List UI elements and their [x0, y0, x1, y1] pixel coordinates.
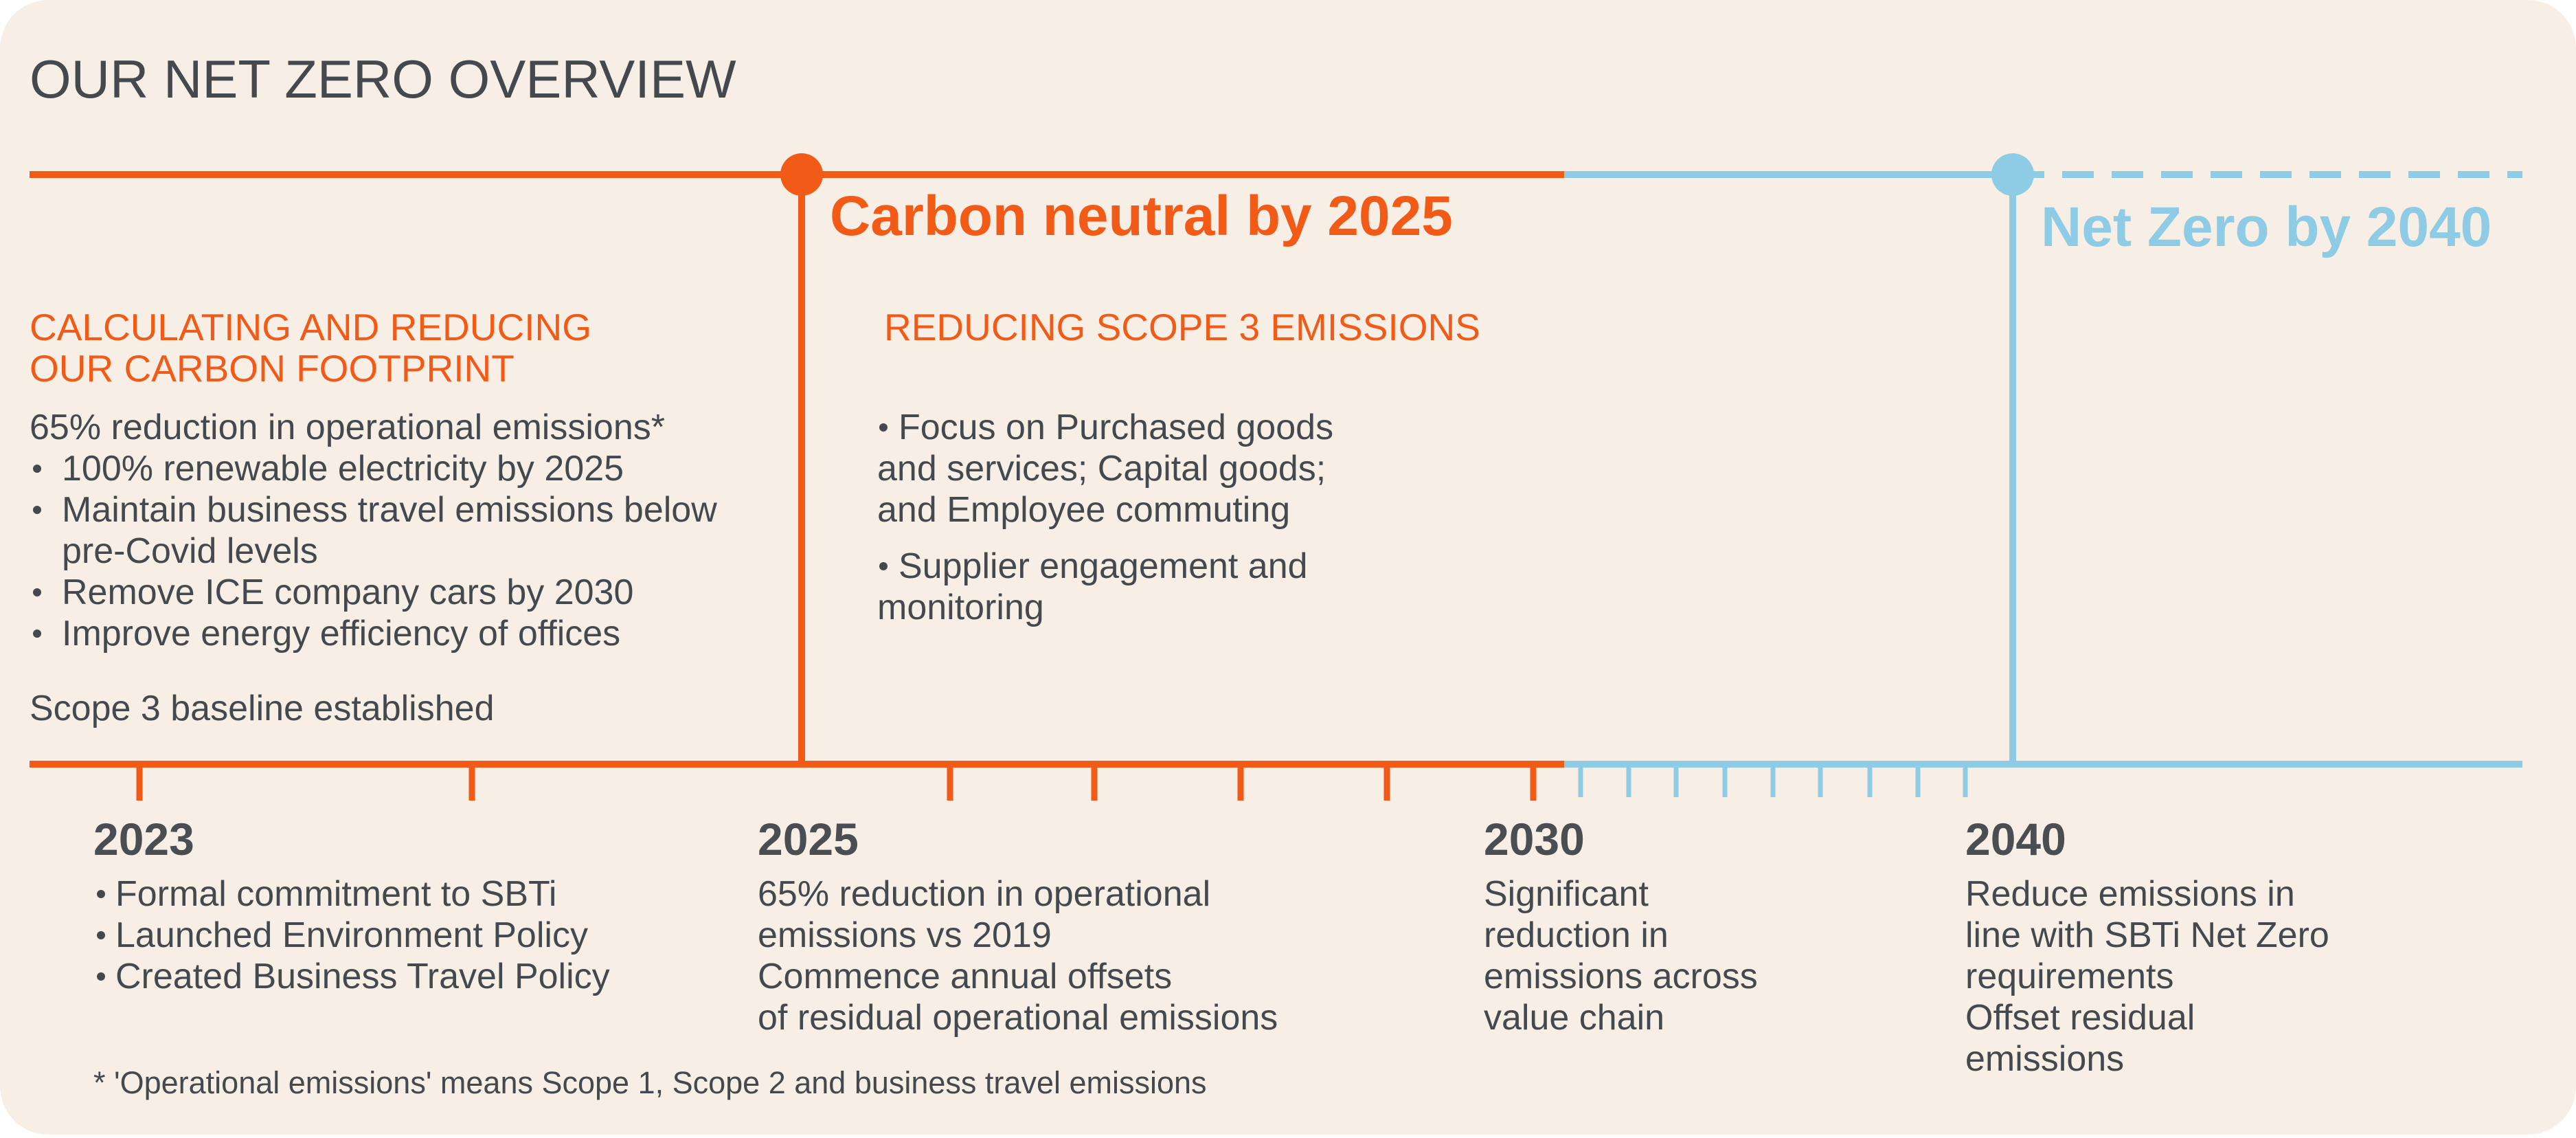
bullet-text: pre-Covid levels — [62, 531, 318, 571]
year-label: 2023 — [93, 814, 194, 864]
panel-note: Scope 3 baseline established — [30, 689, 494, 728]
bullet-text: and services; Capital goods; — [877, 449, 1326, 489]
year-label: 2030 — [1484, 814, 1585, 864]
milestone-dot — [1991, 153, 2034, 196]
bullet-text: Created Business Travel Policy — [115, 957, 610, 996]
panel-heading: CALCULATING AND REDUCING — [30, 306, 591, 348]
content: OUR NET ZERO OVERVIEW Carbon neutral by 2… — [30, 49, 2492, 1100]
bullet-text: 100% renewable electricity by 2025 — [62, 449, 624, 489]
note-line: 65% reduction in operational — [758, 874, 1210, 914]
bullet — [33, 629, 41, 638]
year-label: 2025 — [758, 814, 859, 864]
bullet-text: Formal commitment to SBTi — [115, 874, 556, 914]
bullet-text: Launched Environment Policy — [115, 915, 588, 955]
year-label: 2040 — [1965, 814, 2066, 864]
note-line: of residual operational emissions — [758, 998, 1278, 1038]
bullet — [33, 506, 41, 514]
note-line: Significant — [1484, 874, 1649, 914]
note-line: emissions vs 2019 — [758, 915, 1052, 955]
note-line: requirements — [1965, 957, 2173, 996]
panel-heading: OUR CARBON FOOTPRINT — [30, 347, 515, 390]
panel-intro: 65% reduction in operational emissions* — [30, 408, 665, 447]
note-line: Offset residual — [1965, 998, 2195, 1038]
bullet — [97, 931, 105, 939]
bullet-text: Remove ICE company cars by 2030 — [62, 572, 633, 612]
note-line: emissions — [1965, 1039, 2124, 1079]
note-line: emissions across — [1484, 957, 1758, 996]
bullet-text: Focus on Purchased goods — [899, 408, 1333, 447]
panel-heading: REDUCING SCOPE 3 EMISSIONS — [884, 306, 1480, 348]
milestone-dot — [780, 153, 823, 196]
bullet-text: and Employee commuting — [877, 490, 1290, 530]
bullet — [33, 588, 41, 596]
footnote: * 'Operational emissions' means Scope 1,… — [93, 1065, 1207, 1100]
bullet — [879, 423, 888, 432]
bullet-text: Maintain business travel emissions below — [62, 490, 717, 530]
title: OUR NET ZERO OVERVIEW — [30, 49, 736, 109]
milestone-label: Carbon neutral by 2025 — [830, 185, 1453, 247]
bullet — [33, 465, 41, 473]
bullet — [879, 562, 888, 570]
note-line: reduction in — [1484, 915, 1669, 955]
bullet-text: Improve energy efficiency of offices — [62, 614, 620, 654]
bullet — [97, 972, 105, 981]
bullet — [97, 890, 105, 898]
milestone-label: Net Zero by 2040 — [2041, 196, 2492, 258]
ticks — [136, 764, 1968, 801]
note-line: Reduce emissions in — [1965, 874, 2295, 914]
note-line: value chain — [1484, 998, 1664, 1038]
note-line: line with SBTi Net Zero — [1965, 915, 2329, 955]
bullet-text: monitoring — [877, 588, 1044, 627]
note-line: Commence annual offsets — [758, 957, 1172, 996]
bullet-text: Supplier engagement and — [899, 546, 1308, 586]
